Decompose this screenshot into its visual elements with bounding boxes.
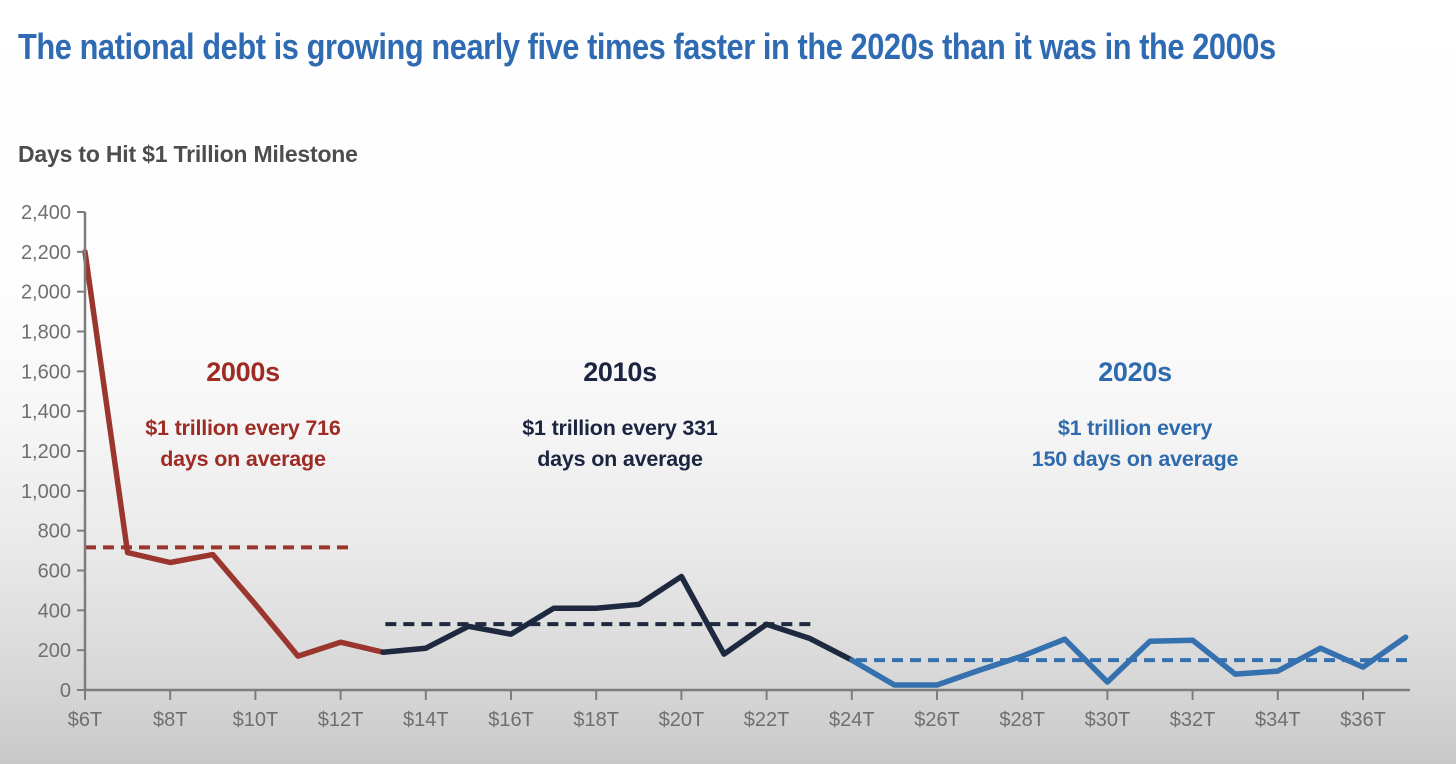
annotation-2010s-line2: days on average — [537, 446, 703, 471]
x-tick-label: $12T — [318, 709, 364, 731]
x-tick-label: $20T — [659, 709, 705, 731]
y-tick-label: 0 — [60, 680, 71, 702]
chart-subtitle: Days to Hit $1 Trillion Milestone — [18, 141, 358, 167]
y-tick-label: 2,200 — [21, 242, 71, 264]
annotation-2010s-body: $1 trillion every 331 days on average — [450, 413, 790, 475]
x-tick-label: $28T — [999, 709, 1045, 731]
y-tick-label: 1,000 — [21, 481, 71, 503]
annotation-2020s: 2020s $1 trillion every 150 days on aver… — [965, 357, 1305, 475]
y-tick-label: 2,000 — [21, 282, 71, 304]
annotation-2000s-line2: days on average — [160, 446, 326, 471]
annotation-2020s-line1: $1 trillion every — [1057, 416, 1213, 440]
annotation-2020s-heading: 2020s — [1098, 357, 1172, 387]
series-line-2010s — [380, 573, 855, 663]
x-tick-label: $30T — [1085, 709, 1131, 731]
x-tick-label: $36T — [1340, 709, 1386, 731]
x-tick-label: $6T — [68, 709, 102, 731]
ticks-layer: 0 200 400 600 800 1,000 1,200 1,400 1,600 1,800 2,… — [21, 202, 1386, 731]
annotation-2000s: 2000s $1 trillion every 716 days on aver… — [73, 357, 413, 475]
x-tick-label: $24T — [829, 709, 875, 731]
x-tick-label: $18T — [573, 709, 619, 731]
page-title: The national debt is growing nearly five… — [18, 26, 1276, 67]
annotation-2020s-body: $1 trillion every 150 days on average — [965, 413, 1305, 475]
x-tick-label: $26T — [914, 709, 960, 731]
annotation-2000s-heading: 2000s — [206, 357, 280, 387]
y-tick-label: 1,200 — [21, 441, 71, 463]
series-line-2000s — [82, 249, 386, 659]
annotation-2000s-body: $1 trillion every 716 days on average — [73, 413, 413, 475]
annotation-2010s-line1: $1 trillion every 331 — [522, 416, 718, 440]
y-tick-label: 800 — [38, 521, 71, 543]
annotation-2020s-line2: 150 days on average — [1031, 446, 1239, 471]
annotation-2000s-line1: $1 trillion every 716 — [145, 416, 341, 440]
x-tick-label: $14T — [403, 709, 449, 731]
x-tick-label: $8T — [153, 709, 187, 731]
x-tick-label: $34T — [1255, 709, 1301, 731]
y-tick-label: 600 — [38, 561, 71, 583]
y-tick-label: 400 — [38, 600, 71, 622]
y-tick-label: 200 — [38, 640, 71, 662]
y-tick-label: 1,800 — [21, 322, 71, 344]
x-tick-label: $10T — [233, 709, 279, 731]
series-line-2020s — [849, 634, 1409, 688]
series-lines-layer — [82, 249, 1409, 688]
x-tick-label: $16T — [488, 709, 534, 731]
y-tick-label: 2,400 — [21, 202, 71, 224]
annotation-2010s-heading: 2010s — [583, 357, 657, 387]
annotation-2010s: 2010s $1 trillion every 331 days on aver… — [450, 357, 790, 475]
x-tick-label: $22T — [744, 709, 790, 731]
x-tick-label: $32T — [1170, 709, 1216, 731]
y-tick-label: 1,400 — [21, 401, 71, 423]
y-tick-label: 1,600 — [21, 361, 71, 383]
